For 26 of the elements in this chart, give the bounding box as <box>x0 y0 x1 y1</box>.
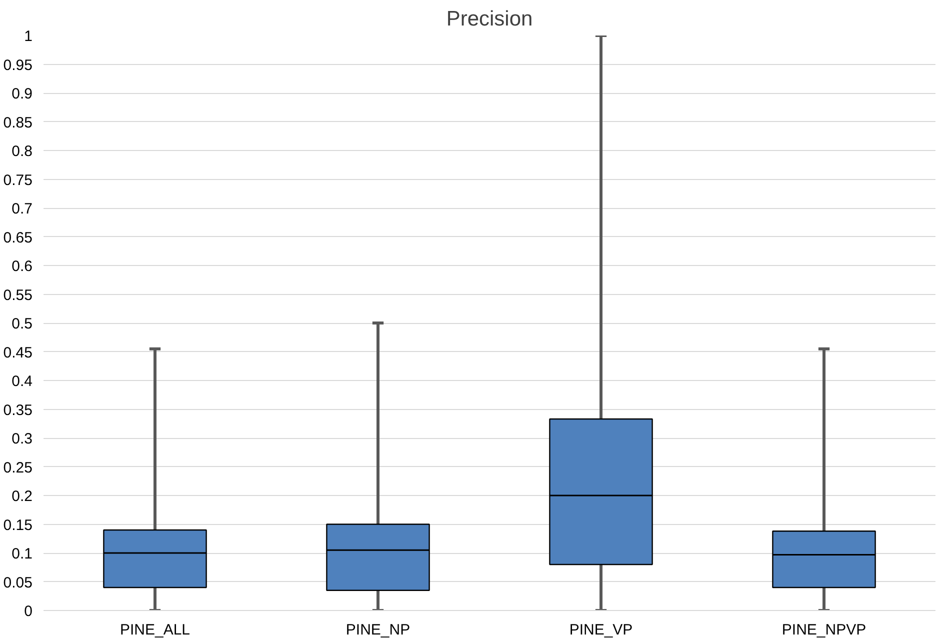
y-tick-label: 0.45 <box>3 344 33 362</box>
y-tick-label: 0.05 <box>3 574 33 592</box>
x-tick-label: PINE_NPVP <box>782 622 866 638</box>
y-tick-label: 0.5 <box>12 316 33 332</box>
y-tick-label: 0.55 <box>3 286 33 304</box>
y-tick-label: 0.15 <box>3 516 33 534</box>
y-tick-label: 0.25 <box>3 459 33 476</box>
y-tick-label: 0.9 <box>12 86 33 102</box>
y-tick-label: 0.3 <box>12 430 33 448</box>
y-tick-label: 0.4 <box>12 373 33 390</box>
y-tick-label: 0.95 <box>3 56 33 74</box>
y-tick-label: 0 <box>24 603 32 620</box>
x-tick-label: PINE_ALL <box>120 622 190 638</box>
y-tick-label: 0.1 <box>12 546 33 562</box>
y-tick-label: 0.8 <box>12 143 33 160</box>
y-tick-label: 0.7 <box>12 200 33 218</box>
x-tick-label: PINE_NP <box>346 622 410 638</box>
y-tick-label: 0.75 <box>3 172 33 189</box>
y-tick-label: 1 <box>24 28 32 45</box>
chart-title: Precision <box>446 8 533 30</box>
y-tick-label: 0.2 <box>12 488 33 505</box>
y-tick-label: 0.85 <box>3 114 33 132</box>
x-tick-label: PINE_VP <box>569 622 633 638</box>
y-tick-label: 0.6 <box>12 258 33 275</box>
y-tick-label: 0.65 <box>3 229 33 246</box>
y-tick-label: 0.35 <box>3 402 33 419</box>
